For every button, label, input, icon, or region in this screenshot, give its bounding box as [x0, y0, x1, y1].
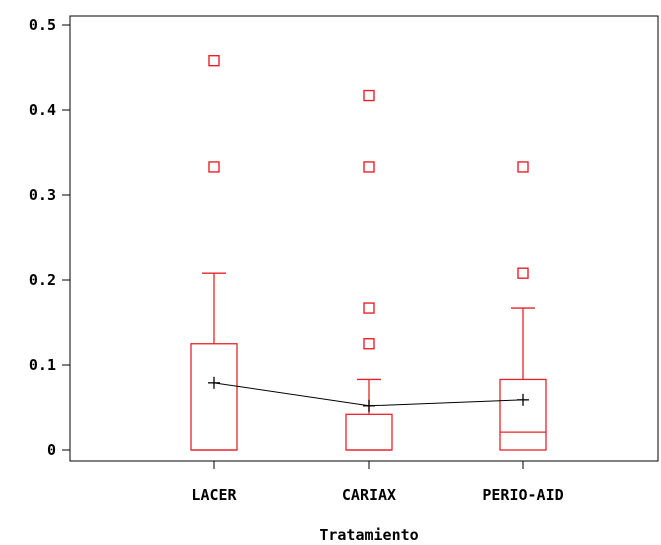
- x-axis-title: Tratamiento: [319, 526, 418, 544]
- mean-marker: [363, 399, 375, 412]
- mean-marker: [517, 393, 529, 406]
- iqr-box: [345, 413, 393, 451]
- outlier-point: [363, 302, 375, 314]
- y-tick-label: 0.5: [29, 16, 56, 34]
- mean-line-group: [208, 376, 529, 412]
- x-tick-label: CARIAX: [342, 486, 396, 504]
- box-perio-aid: [499, 161, 547, 451]
- outlier-point: [517, 267, 529, 279]
- y-axis: 0 0.1 0.2 0.3 0.4 0.5: [29, 16, 70, 459]
- x-tick-label: LACER: [191, 486, 237, 504]
- x-axis: LACER CARIAX PERIO-AID: [191, 461, 564, 504]
- iqr-box: [499, 378, 547, 451]
- y-tick-label: 0.4: [29, 101, 56, 119]
- box-lacer: [190, 55, 238, 451]
- outlier-point: [517, 161, 529, 173]
- boxes-group: [190, 55, 547, 451]
- outlier-point: [363, 89, 375, 102]
- outlier-point: [208, 55, 220, 67]
- mean-marker: [208, 376, 220, 389]
- y-tick-label: 0: [47, 441, 56, 459]
- box-cariax: [345, 89, 393, 451]
- outlier-point: [363, 161, 375, 173]
- y-tick-label: 0.3: [29, 186, 56, 204]
- y-tick-label: 0.1: [29, 356, 56, 374]
- x-tick-label: PERIO-AID: [482, 486, 563, 504]
- iqr-box: [190, 343, 238, 451]
- y-tick-label: 0.2: [29, 271, 56, 289]
- outlier-point: [363, 338, 375, 350]
- plot-frame: [69, 15, 659, 462]
- outlier-point: [208, 161, 220, 173]
